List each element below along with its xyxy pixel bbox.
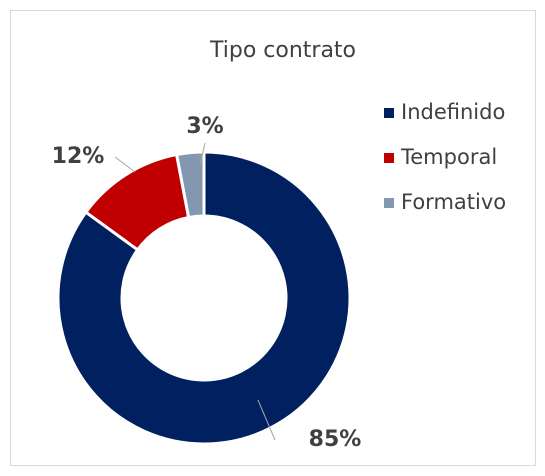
legend-swatch: [384, 108, 394, 118]
data-label: 3%: [186, 114, 223, 139]
data-label: 85%: [309, 427, 362, 452]
donut-slice: [56, 150, 352, 446]
legend-swatch: [384, 198, 394, 208]
leader-line: [257, 399, 276, 441]
legend-label: Temporal: [400, 145, 497, 169]
leader-line: [114, 156, 136, 173]
legend-swatch: [384, 153, 394, 163]
donut-slice: [174, 150, 206, 220]
legend-label: Indefinido: [401, 100, 505, 124]
data-label: 12%: [52, 144, 105, 169]
chart-title: Tipo contrato: [209, 38, 356, 63]
legend-label: Formativo: [401, 190, 506, 214]
leader-line: [199, 142, 206, 166]
